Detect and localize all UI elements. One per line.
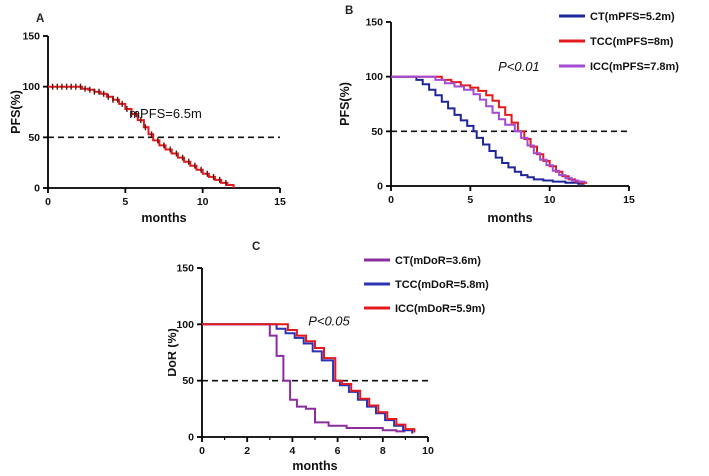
- y-tick-label: 150: [365, 17, 383, 29]
- x-axis-label: months: [292, 459, 337, 473]
- y-tick-label: 50: [28, 132, 40, 144]
- x-tick-label: 10: [422, 445, 434, 457]
- legend-label: ICC(mDoR=5.9m): [395, 303, 485, 315]
- series-CT-curve: [391, 75, 585, 185]
- annotation-text: P<0.05: [308, 314, 350, 329]
- annotation-text: P<0.01: [498, 59, 540, 74]
- y-tick-label: 0: [377, 181, 383, 193]
- x-tick-label: 2: [244, 445, 250, 457]
- x-tick-label: 0: [388, 194, 394, 206]
- panel-a-pfs-chart: 0 50 100 150 0 5 10 15 mPFS=6.5m months PFS(%) A: [8, 6, 298, 228]
- y-tick-label: 100: [176, 319, 194, 331]
- x-tick-label: 5: [122, 196, 128, 208]
- y-axis-label: DoR (%): [168, 328, 179, 377]
- y-axis-label: PFS(%): [338, 82, 352, 126]
- series-TCC-curve: [202, 323, 414, 434]
- y-tick-label: 50: [371, 126, 383, 138]
- x-tick-label: 8: [380, 445, 386, 457]
- series-CT-curve: [202, 323, 406, 433]
- y-tick-label: 50: [182, 375, 194, 387]
- panel-label: B: [345, 5, 353, 17]
- y-tick-label: 100: [22, 81, 40, 93]
- x-tick-label: 4: [289, 445, 295, 457]
- y-tick-label: 150: [22, 31, 40, 43]
- x-tick-label: 0: [199, 445, 205, 457]
- series-TCC-curve: [391, 75, 588, 184]
- y-tick-label: 100: [365, 71, 383, 83]
- y-tick-label: 0: [34, 183, 40, 195]
- chart-svg-B: 0 50 100 150 0 5 10 15 P<0.01 months PFS(%) B CT(mPF…: [338, 5, 679, 225]
- legend-label: ICC(mPFS=7.8m): [590, 61, 679, 73]
- x-tick-label: 5: [467, 194, 473, 206]
- legend-label: TCC(mDoR=5.8m): [395, 279, 489, 291]
- panel-label: C: [252, 241, 260, 253]
- legend-label: CT(mDoR=3.6m): [395, 255, 481, 267]
- x-axis-label: months: [141, 211, 186, 225]
- series-PFS-all-patients-curve: [48, 85, 235, 188]
- y-tick-label: 150: [176, 263, 194, 275]
- legend-label: CT(mPFS=5.2m): [590, 11, 675, 23]
- y-axis-label: PFS(%): [9, 90, 23, 134]
- chart-svg-C: 0 50 100 150 0 2 4 6 8 10 P<0.05 months DoR (%) C CT(m…: [165, 241, 489, 473]
- x-tick-label: 0: [45, 196, 51, 208]
- panel-label: A: [36, 13, 44, 25]
- legend-label: TCC(mPFS=8m): [590, 36, 674, 48]
- series-ICC-curve: [391, 75, 586, 183]
- x-tick-label: 10: [197, 196, 209, 208]
- panel-b-pfs-by-arm-chart: 0 50 100 150 0 5 10 15 P<0.01 months PFS(%) B CT(mPF…: [333, 0, 709, 228]
- panel-c-dor-by-arm-chart: 0 50 100 150 0 2 4 6 8 10 P<0.05 months DoR (%) C CT(m…: [165, 236, 508, 476]
- annotation-text: mPFS=6.5m: [129, 106, 202, 121]
- x-tick-label: 15: [623, 194, 635, 206]
- chart-svg-A: 0 50 100 150 0 5 10 15 mPFS=6.5m months PFS(%) A: [9, 13, 286, 225]
- x-tick-label: 6: [335, 445, 341, 457]
- y-tick-label: 0: [188, 432, 194, 444]
- series-ICC-curve: [202, 323, 416, 433]
- x-axis-label: months: [487, 211, 532, 225]
- x-tick-label: 10: [544, 194, 556, 206]
- x-tick-label: 15: [274, 196, 286, 208]
